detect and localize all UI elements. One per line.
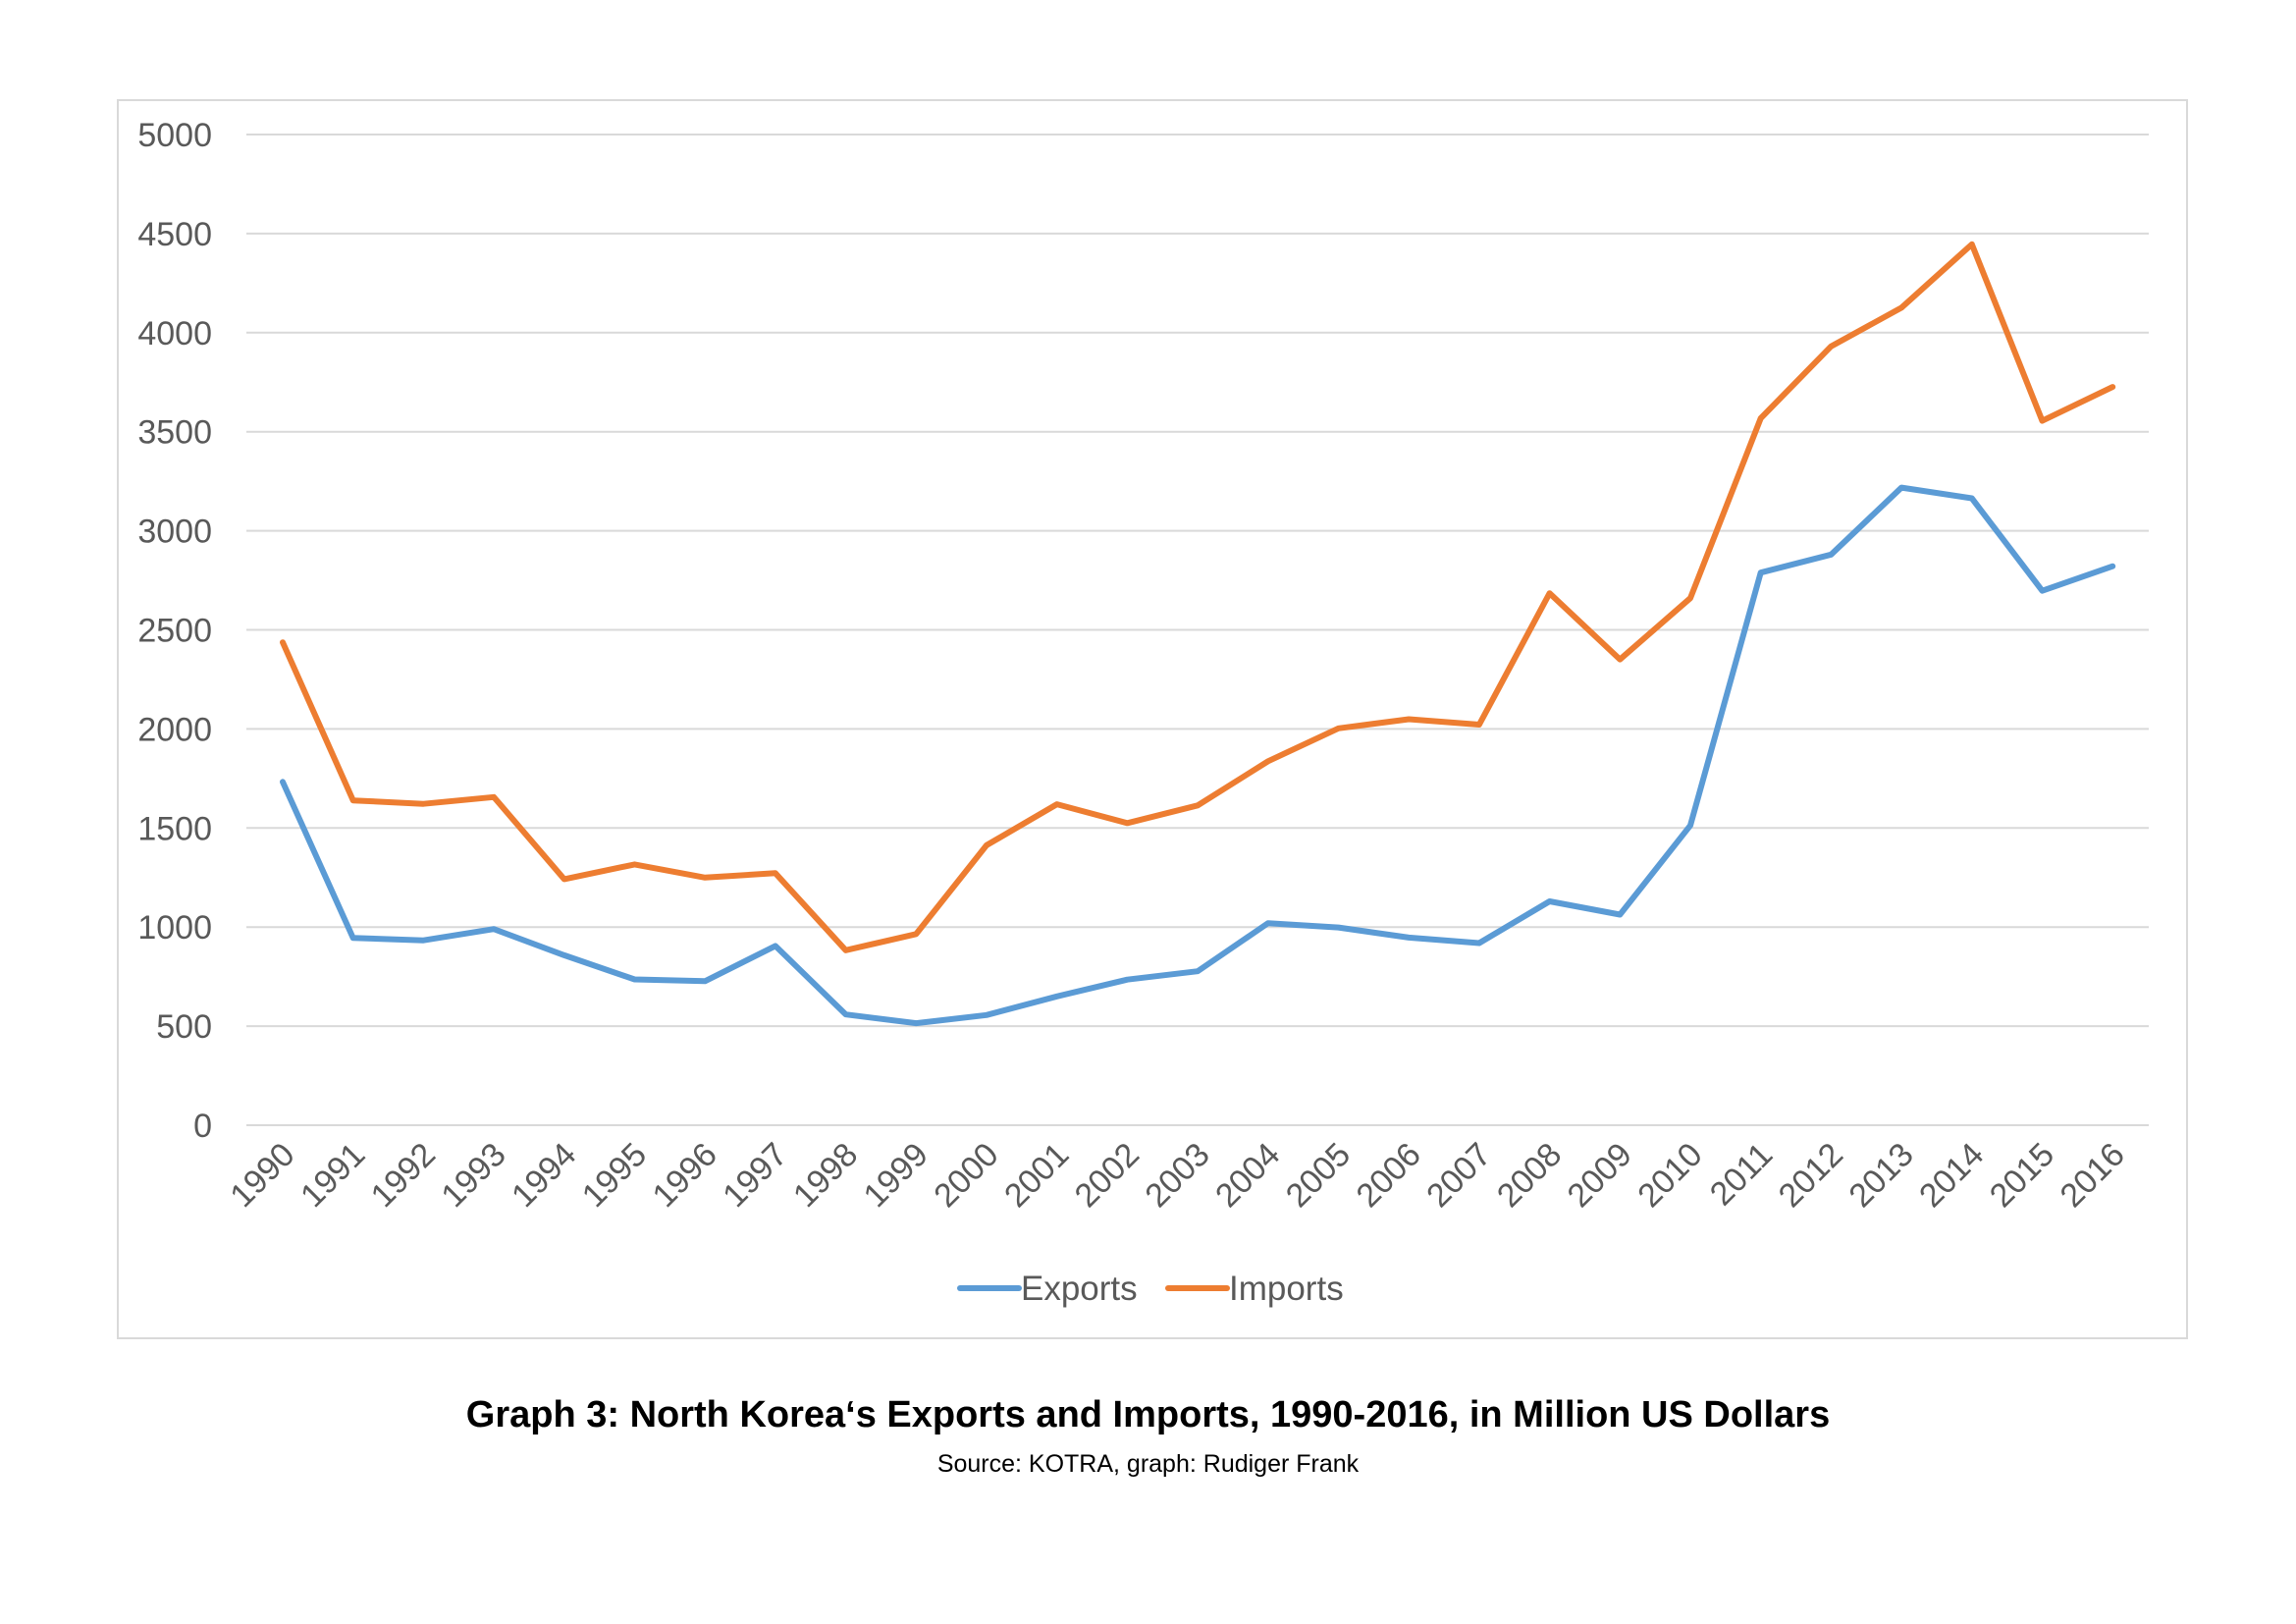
y-tick-label: 500	[156, 1008, 212, 1046]
x-tick-label: 1997	[716, 1136, 794, 1215]
x-tick-label: 2006	[1350, 1136, 1428, 1215]
graph-caption: Graph 3: North Korea‘s Exports and Impor…	[465, 1394, 1831, 1435]
series-lines	[280, 241, 2116, 1027]
y-tick-label: 1500	[137, 810, 212, 847]
graph-source: Source: KOTRA, graph: Rudiger Frank	[936, 1450, 1360, 1478]
x-tick-label: 1990	[223, 1136, 301, 1215]
y-tick-label: 2500	[137, 613, 212, 650]
y-tick-label: 0	[193, 1108, 212, 1145]
y-tick-label: 5000	[137, 117, 212, 154]
x-tick-label: 2003	[1138, 1136, 1216, 1215]
y-tick-label: 2000	[137, 711, 212, 748]
y-tick-label: 4000	[137, 315, 212, 352]
x-tick-label: 2000	[927, 1136, 1005, 1215]
x-tick-label: 1992	[364, 1136, 443, 1215]
x-tick-label: 2002	[1068, 1136, 1147, 1215]
x-axis-ticks: 1990199119921993199419951996199719981999…	[223, 1136, 2132, 1215]
x-tick-label: 1994	[505, 1136, 583, 1215]
x-tick-label: 2012	[1772, 1136, 1850, 1215]
y-tick-label: 4500	[137, 216, 212, 253]
x-tick-label: 1996	[646, 1136, 724, 1215]
x-tick-label: 2001	[997, 1136, 1076, 1215]
x-tick-label: 1993	[434, 1136, 512, 1215]
x-tick-label: 2009	[1561, 1136, 1639, 1215]
x-tick-label: 2016	[2054, 1136, 2132, 1215]
series-line-exports	[280, 484, 2116, 1027]
legend: Exports Imports	[957, 1270, 1344, 1308]
y-tick-label: 3000	[137, 514, 212, 551]
y-axis-ticks: 0 500 1000 1500 2000 2500 3000 3500 4000 4500 5000	[137, 117, 212, 1145]
x-tick-label: 1991	[294, 1136, 372, 1215]
x-tick-label: 2008	[1490, 1136, 1569, 1215]
x-tick-label: 2015	[1983, 1136, 2061, 1215]
legend-label-exports: Exports	[1021, 1270, 1138, 1308]
y-tick-label: 1000	[137, 909, 212, 947]
x-tick-label: 1995	[575, 1136, 654, 1215]
x-tick-label: 2010	[1630, 1136, 1709, 1215]
x-tick-label: 2004	[1208, 1136, 1287, 1215]
x-tick-label: 1998	[786, 1136, 865, 1215]
x-tick-label: 1999	[857, 1136, 935, 1215]
x-tick-label: 2011	[1703, 1136, 1781, 1214]
x-tick-label: 2013	[1842, 1136, 1920, 1215]
gridlines	[246, 134, 2149, 1126]
x-tick-label: 2007	[1419, 1136, 1498, 1215]
y-tick-label: 3500	[137, 414, 212, 452]
x-tick-label: 2005	[1279, 1136, 1358, 1215]
series-line-imports	[280, 241, 2116, 953]
x-tick-label: 2014	[1912, 1136, 1991, 1215]
legend-label-imports: Imports	[1229, 1270, 1344, 1308]
chart-frame	[117, 99, 2188, 1339]
